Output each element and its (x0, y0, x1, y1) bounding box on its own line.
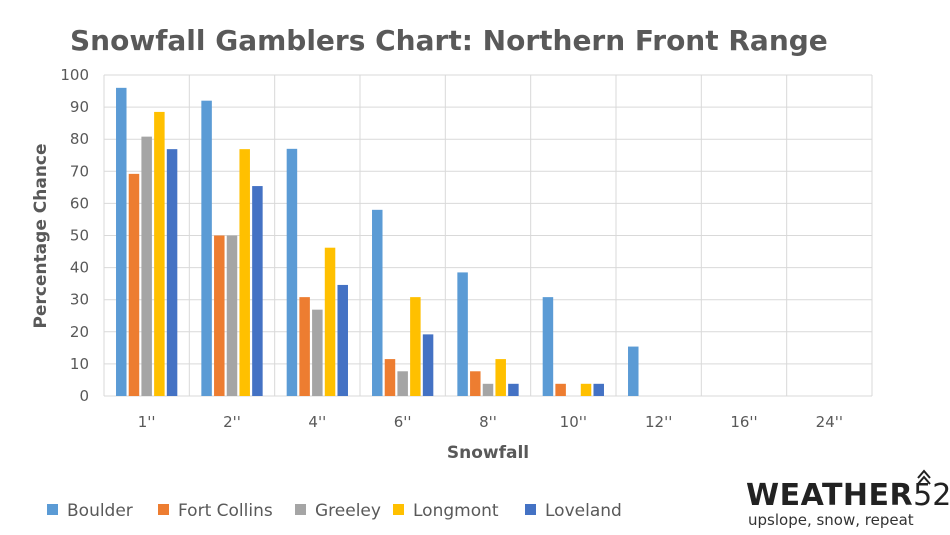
bar (593, 383, 604, 396)
legend-label: Greeley (315, 501, 381, 521)
bar (457, 272, 468, 396)
bar (555, 383, 566, 396)
bar (410, 297, 421, 396)
y-axis-label: Percentage Chance (31, 143, 51, 328)
y-tick-label: 0 (79, 387, 89, 405)
bar (214, 235, 225, 396)
legend: Boulder Fort Collins Greeley Longmont Lovela… (47, 501, 622, 521)
legend-label: Loveland (545, 501, 622, 521)
bar (422, 334, 434, 396)
y-tick-label: 100 (60, 66, 89, 84)
bar (580, 383, 592, 396)
bar (299, 297, 310, 396)
x-tick-label: 8'' (479, 413, 497, 431)
bar (628, 346, 639, 396)
bar (470, 371, 481, 396)
y-tick-label: 20 (70, 323, 89, 341)
bar (141, 136, 152, 396)
x-tick-label: 2'' (223, 413, 241, 431)
bar (495, 359, 506, 396)
bar (252, 186, 263, 396)
bar (372, 209, 383, 396)
legend-swatch (158, 504, 169, 515)
bar (542, 297, 554, 396)
bar (286, 148, 298, 396)
bar (397, 371, 408, 396)
bar (226, 235, 238, 396)
weather5280-logo: WEATHER5280 upslope, snow, repeat (746, 469, 950, 529)
legend-swatch (393, 504, 404, 515)
x-tick-label: 12'' (645, 413, 672, 431)
bars (116, 87, 639, 397)
bar (239, 149, 250, 396)
x-tick-label: 4'' (308, 413, 326, 431)
y-tick-label: 70 (70, 162, 89, 180)
bar (384, 359, 396, 396)
logo-number: 5280 (913, 478, 950, 513)
legend-swatch (295, 504, 306, 515)
legend-label: Fort Collins (178, 501, 273, 521)
y-tick-label: 80 (70, 130, 89, 148)
y-tick-label: 50 (70, 227, 89, 245)
mountain-peak-icon (917, 469, 931, 485)
legend-label: Boulder (67, 501, 133, 521)
x-axis-ticks: 1'' 2'' 4'' 6'' 8'' 10'' 12'' 16'' 24'' (138, 413, 843, 431)
bar (166, 149, 178, 396)
y-tick-label: 10 (70, 355, 89, 373)
bar (337, 284, 348, 396)
x-tick-label: 6'' (394, 413, 412, 431)
logo-tagline: upslope, snow, repeat (748, 511, 914, 529)
bar (482, 383, 494, 396)
legend-swatch (525, 504, 536, 515)
logo-wordmark: WEATHER5280 (746, 478, 950, 513)
legend-label: Longmont (413, 501, 499, 521)
bar (154, 111, 165, 396)
bar (201, 100, 212, 397)
bar (508, 383, 519, 396)
y-tick-label: 40 (70, 259, 89, 277)
bar (128, 173, 140, 396)
x-tick-label: 16'' (730, 413, 757, 431)
y-tick-label: 60 (70, 194, 89, 212)
bar (312, 309, 323, 396)
x-tick-label: 1'' (138, 413, 156, 431)
bar (116, 87, 127, 396)
y-tick-label: 30 (70, 291, 89, 309)
bar (324, 247, 336, 396)
logo-word: WEATHER (746, 478, 913, 513)
chart-title: Snowfall Gamblers Chart: Northern Front … (70, 24, 828, 57)
x-tick-label: 24'' (816, 413, 843, 431)
y-tick-label: 90 (70, 98, 89, 116)
x-tick-label: 10'' (560, 413, 587, 431)
legend-swatch (47, 504, 58, 515)
y-axis-ticks: 0 10 20 30 40 50 60 70 80 90 100 (60, 66, 89, 405)
x-axis-label: Snowfall (447, 443, 529, 463)
